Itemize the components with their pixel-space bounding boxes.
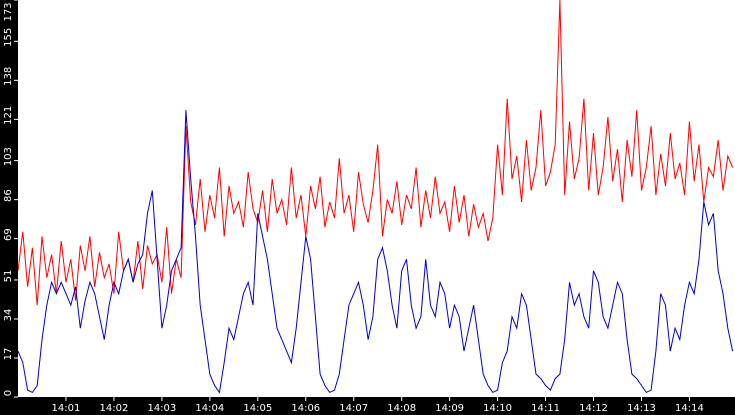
x-tick-label: 14:12 — [579, 403, 608, 414]
y-tick-label: 121 — [3, 106, 14, 125]
y-axis-band — [0, 0, 18, 415]
y-tick-label: 51 — [3, 270, 14, 283]
x-tick-label: 14:11 — [531, 403, 560, 414]
x-tick-label: 14:08 — [387, 403, 416, 414]
x-tick-label: 14:03 — [147, 403, 176, 414]
y-tick-label: 103 — [3, 147, 14, 166]
y-tick-label: 155 — [3, 28, 14, 47]
x-tick-label: 14:05 — [243, 403, 272, 414]
x-tick-label: 14:02 — [100, 403, 129, 414]
series-line — [17, 0, 734, 306]
x-tick-label: 14:04 — [195, 403, 224, 414]
y-tick-label: 138 — [3, 67, 14, 86]
x-axis-band — [0, 397, 735, 415]
y-tick-label: 69 — [3, 228, 14, 241]
y-tick-label: 17 — [3, 348, 14, 361]
y-tick-label: 86 — [3, 189, 14, 202]
y-tick-label: 173 — [3, 2, 14, 21]
x-tick-label: 14:13 — [627, 403, 656, 414]
x-tick-label: 14:07 — [339, 403, 368, 414]
y-tick-label: 0 — [3, 390, 14, 396]
x-tick-label: 14:09 — [435, 403, 464, 414]
y-tick-label: 34 — [3, 309, 14, 322]
x-tick-label: 14:10 — [483, 403, 512, 414]
x-tick-label: 14:06 — [291, 403, 320, 414]
x-tick-label: 14:01 — [52, 403, 81, 414]
x-tick-label: 14:14 — [675, 403, 704, 414]
series-line — [17, 110, 734, 394]
